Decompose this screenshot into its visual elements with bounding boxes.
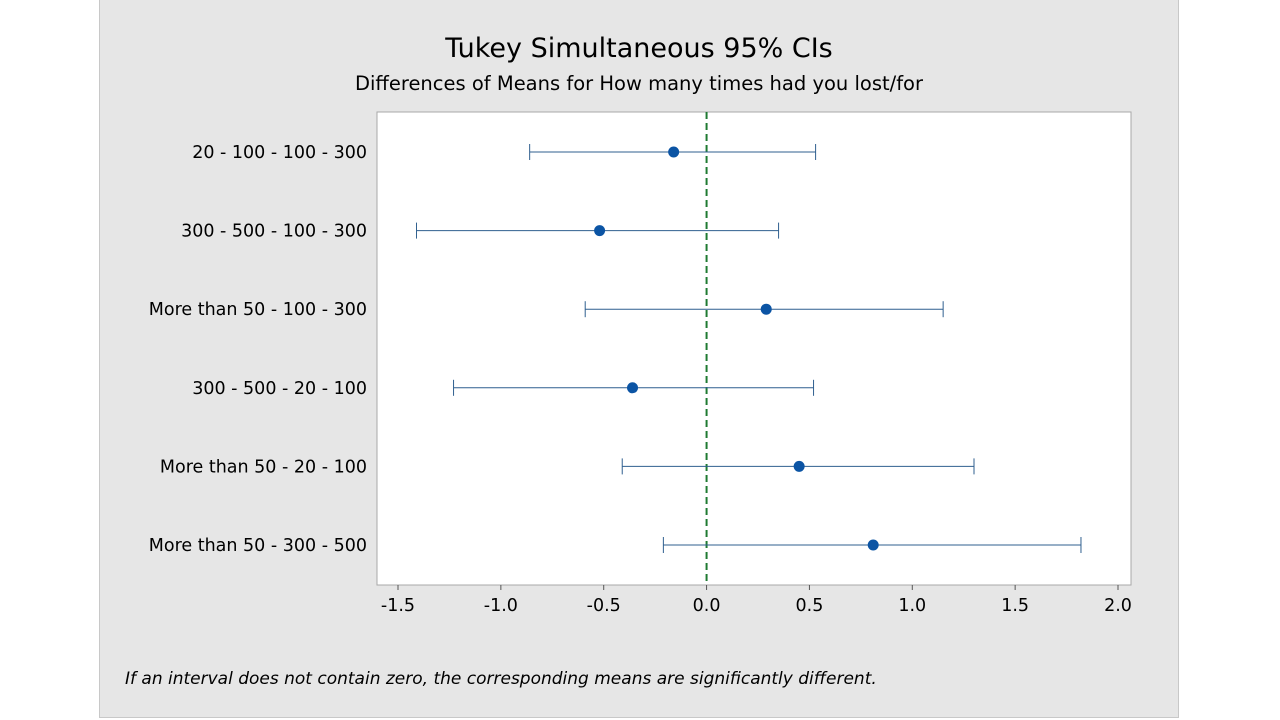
estimate-point-4 [627, 382, 639, 394]
x-tick-label-8: 2.0 [1104, 596, 1132, 616]
estimate-point-6 [867, 539, 879, 551]
chart-title: Tukey Simultaneous 95% CIs [444, 33, 833, 64]
x-tick-label-3: -0.5 [587, 596, 621, 616]
chart-footnote: If an interval does not contain zero, th… [125, 669, 877, 689]
x-tick-label-5: 0.5 [796, 596, 824, 616]
category-label-3: More than 50 - 100 - 300 [149, 300, 367, 320]
chart-subtitle: Differences of Means for How many times … [355, 72, 924, 95]
x-tick-label-6: 1.0 [898, 596, 926, 616]
estimate-point-1 [668, 146, 680, 158]
x-tick-label-4: 0.0 [693, 596, 721, 616]
category-label-5: More than 50 - 20 - 100 [160, 457, 367, 477]
x-tick-label-1: -1.5 [381, 596, 415, 616]
category-label-6: More than 50 - 300 - 500 [149, 536, 367, 556]
category-label-1: 20 - 100 - 100 - 300 [192, 143, 367, 163]
estimate-point-5 [793, 460, 805, 472]
x-tick-label-2: -1.0 [484, 596, 518, 616]
plot-area [376, 111, 1132, 586]
x-tick-label-7: 1.5 [1001, 596, 1029, 616]
category-label-2: 300 - 500 - 100 - 300 [181, 222, 367, 242]
category-label-4: 300 - 500 - 20 - 100 [192, 379, 367, 399]
estimate-point-3 [760, 303, 772, 315]
estimate-point-2 [594, 225, 606, 237]
